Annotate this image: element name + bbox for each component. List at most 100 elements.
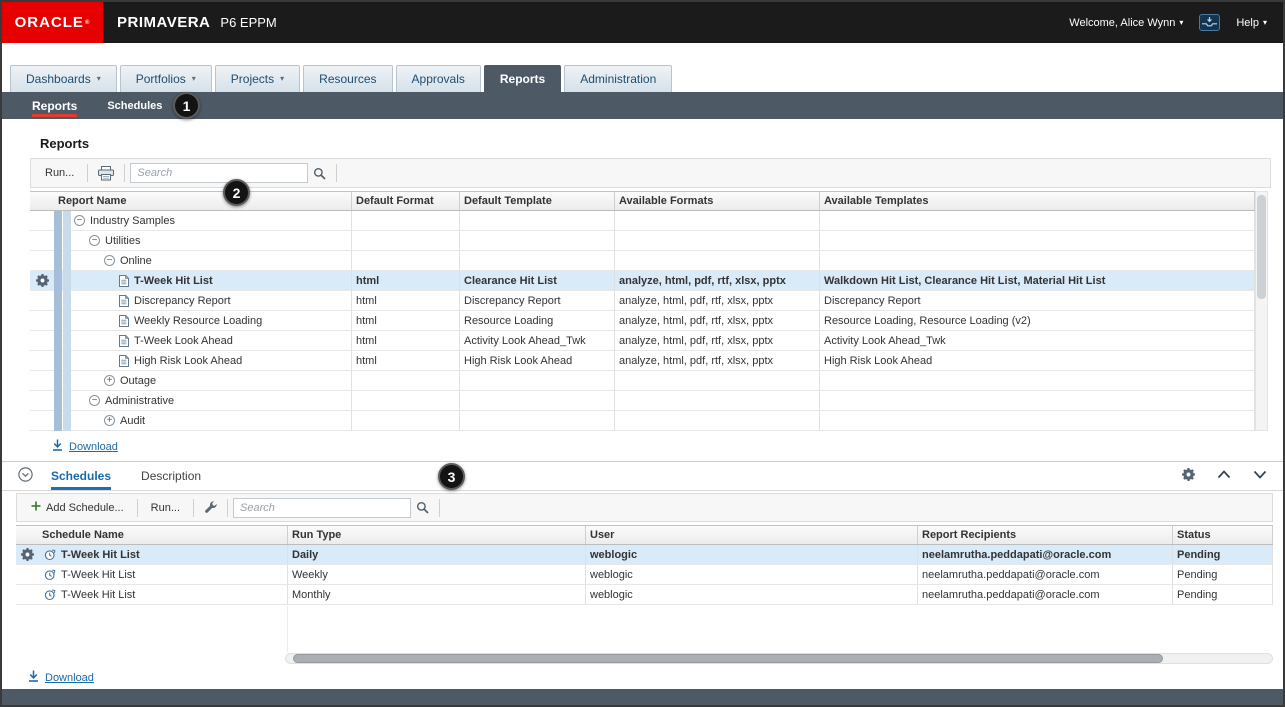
horizontal-scrollbar-thumb[interactable] (293, 654, 1163, 663)
cell (820, 411, 1255, 430)
column-header-report-name[interactable]: Report Name (54, 192, 352, 210)
notifications-icon[interactable] (1199, 14, 1221, 31)
download-icon (52, 439, 63, 454)
column-header-user[interactable]: User (586, 526, 918, 544)
reports-download-link[interactable]: Download (52, 439, 118, 454)
tab-administration[interactable]: Administration (564, 65, 673, 92)
subnav-item-reports[interactable]: Reports (32, 92, 78, 119)
gear-icon[interactable] (35, 274, 49, 287)
tab-label: Reports (499, 72, 546, 86)
cell: High Risk Look Ahead (820, 351, 1255, 370)
help-menu[interactable]: Help ▾ (1236, 17, 1267, 29)
column-header-default-template[interactable]: Default Template (460, 192, 615, 210)
chevron-down-icon: ▾ (280, 74, 285, 83)
tree-group-row[interactable]: − Online (30, 251, 1255, 271)
tab-dashboards[interactable]: Dashboards ▾ (10, 65, 117, 92)
registered-mark: ® (84, 19, 91, 26)
toolbar-separator (193, 498, 195, 517)
reports-table-header: Report Name Default Format Default Templat… (30, 191, 1255, 211)
tab-description[interactable]: Description (141, 469, 202, 483)
top-right-area: Welcome, Alice Wynn ▾ Help ▾ (1069, 14, 1283, 31)
tree-group-row[interactable]: − Utilities (30, 231, 1255, 251)
schedules-download-link[interactable]: Download (28, 670, 94, 685)
page-title: Reports (40, 136, 90, 151)
cell (460, 251, 615, 270)
tree-group-row[interactable]: − Administrative (30, 391, 1255, 411)
report-row[interactable]: Discrepancy Report html Discrepancy Report… (30, 291, 1255, 311)
tab-schedules[interactable]: Schedules (51, 462, 112, 490)
schedule-name-cell: T-Week Hit List (38, 545, 288, 564)
cell (352, 231, 460, 250)
schedule-icon (44, 589, 56, 601)
reports-search-input[interactable] (130, 163, 309, 183)
collapse-panel-icon[interactable] (18, 467, 33, 485)
tab-approvals[interactable]: Approvals (395, 65, 481, 92)
report-name-cell: − Industry Samples (54, 211, 352, 230)
tree-group-row[interactable]: + Outage (30, 371, 1255, 391)
schedule-row[interactable]: T-Week Hit List Weekly weblogic neelamrutha… (16, 565, 1273, 585)
tab-reports[interactable]: Reports (483, 65, 562, 92)
reports-scrollbar-thumb[interactable] (1257, 195, 1266, 299)
report-name-cell: − Utilities (54, 231, 352, 250)
tree-group-row[interactable]: − Industry Samples (30, 211, 1255, 231)
search-button[interactable] (411, 498, 434, 517)
gear-icon[interactable] (20, 548, 34, 561)
report-row[interactable]: Weekly Resource Loading html Resource Load… (30, 311, 1255, 331)
column-header-default-format[interactable]: Default Format (352, 192, 460, 210)
cell (615, 391, 820, 410)
tree-group-row[interactable]: + Audit (30, 411, 1255, 431)
tab-projects[interactable]: Projects ▾ (214, 65, 301, 92)
add-schedule-button[interactable]: Add Schedule... (23, 498, 132, 517)
welcome-menu[interactable]: Welcome, Alice Wynn ▾ (1069, 17, 1183, 29)
expand-toggle-icon[interactable]: + (104, 375, 115, 386)
column-header-available-formats[interactable]: Available Formats (615, 192, 820, 210)
schedule-row[interactable]: T-Week Hit List Monthly weblogic neelamruth… (16, 585, 1273, 605)
row-gutter (30, 211, 54, 230)
column-header-available-templates[interactable]: Available Templates (820, 192, 1255, 210)
report-row[interactable]: T-Week Look Ahead html Activity Look Ahead… (30, 331, 1255, 351)
print-button[interactable] (93, 163, 119, 184)
cell (460, 231, 615, 250)
run-report-button[interactable]: Run... (37, 164, 82, 182)
schedule-icon (44, 569, 56, 581)
run-report-label: Run... (45, 167, 75, 179)
column-header-report-recipients[interactable]: Report Recipients (918, 526, 1173, 544)
cell: analyze, html, pdf, rtf, xlsx, pptx (615, 311, 820, 330)
report-row[interactable]: T-Week Hit List html Clearance Hit List ana… (30, 271, 1255, 291)
cell (615, 251, 820, 270)
cell (820, 251, 1255, 270)
column-header-run-type[interactable]: Run Type (288, 526, 586, 544)
collapse-toggle-icon[interactable]: − (89, 235, 100, 246)
schedules-search-input[interactable] (233, 497, 412, 518)
chevron-up-icon[interactable] (1217, 470, 1231, 482)
chevron-down-icon[interactable] (1253, 470, 1267, 482)
column-header-status[interactable]: Status (1173, 526, 1273, 544)
schedule-row[interactable]: T-Week Hit List Daily weblogic neelamrutha.… (16, 545, 1273, 565)
collapse-toggle-icon[interactable]: − (104, 255, 115, 266)
schedules-toolbar: Add Schedule... Run... (16, 493, 1273, 522)
tab-portfolios[interactable]: Portfolios ▾ (119, 65, 212, 92)
tab-resources[interactable]: Resources (303, 65, 393, 92)
report-name-cell: T-Week Look Ahead (54, 331, 352, 350)
cell: neelamrutha.peddapati@oracle.com (918, 545, 1173, 564)
panel-settings-gear-icon[interactable] (1182, 468, 1195, 484)
report-row[interactable]: High Risk Look Ahead html High Risk Look A… (30, 351, 1255, 371)
cell (352, 211, 460, 230)
cell: Pending (1173, 545, 1273, 564)
footer-bar (2, 689, 1283, 705)
toolbar-separator (227, 498, 229, 517)
tools-wrench-button[interactable] (199, 498, 222, 517)
expand-toggle-icon[interactable]: + (104, 415, 115, 426)
column-header-schedule-name[interactable]: Schedule Name (38, 526, 288, 544)
collapse-toggle-icon[interactable]: − (74, 215, 85, 226)
subnav-item-schedules[interactable]: Schedules (107, 99, 163, 112)
download-label: Download (69, 440, 118, 453)
cell: Activity Look Ahead_Twk (460, 331, 615, 350)
tab-label: Approvals (411, 72, 465, 86)
top-bar: ORACLE ® PRIMAVERA P6 EPPM Welcome, Alice… (2, 2, 1283, 43)
run-schedule-button[interactable]: Run... (143, 499, 188, 517)
search-button[interactable] (308, 164, 331, 183)
report-name-cell: Discrepancy Report (54, 291, 352, 310)
collapse-toggle-icon[interactable]: − (89, 395, 100, 406)
cell: High Risk Look Ahead (460, 351, 615, 370)
